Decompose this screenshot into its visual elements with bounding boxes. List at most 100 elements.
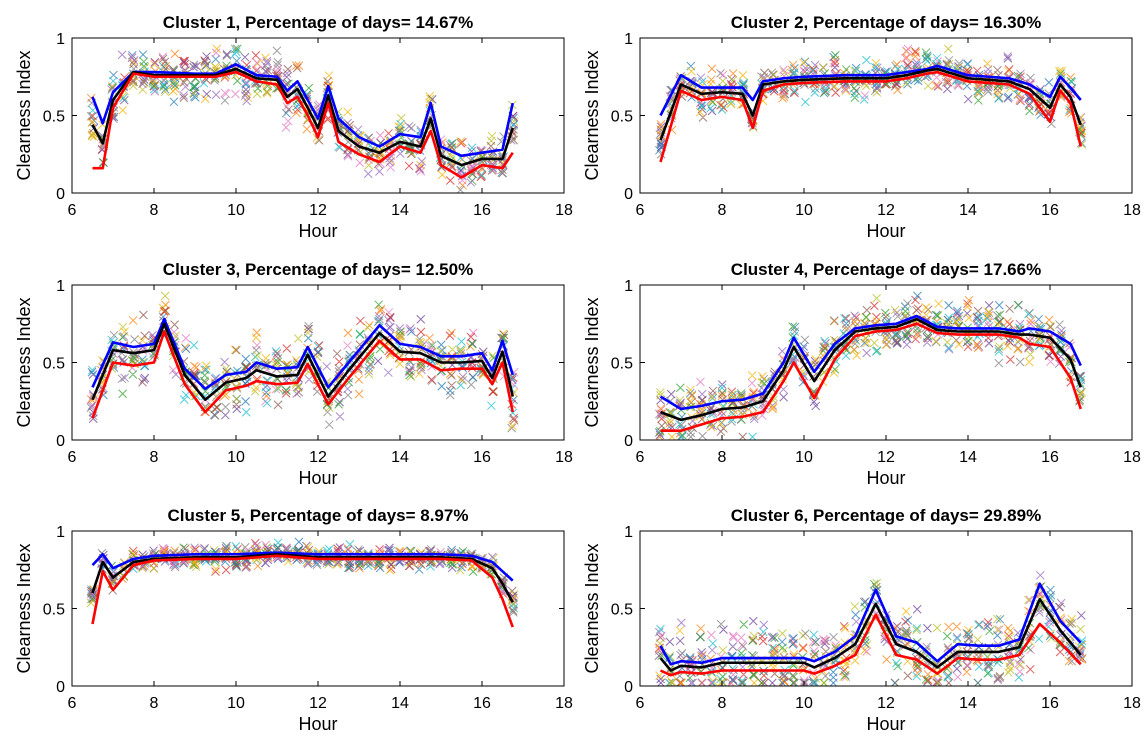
x-axis-label: Hour <box>866 468 905 488</box>
x-tick-label: 8 <box>150 202 159 219</box>
series-line-3 <box>660 322 1082 433</box>
x-axis-label: Hour <box>298 714 337 734</box>
series-line-2 <box>659 67 1082 141</box>
scatter-markers <box>86 537 519 617</box>
x-tick-label: 12 <box>309 449 327 466</box>
series-line-3 <box>659 70 1083 163</box>
plot-title: Cluster 2, Percentage of days= 16.30% <box>731 13 1041 32</box>
y-axis-label: Clearness Index <box>14 297 34 427</box>
x-tick-label: 16 <box>1041 449 1059 466</box>
x-tick-label: 14 <box>959 695 977 712</box>
y-tick-label: 0 <box>56 679 65 696</box>
series-line-1 <box>91 551 514 582</box>
scatter-marker-group <box>107 50 516 187</box>
series-line-1 <box>91 63 515 158</box>
series-line-3 <box>659 613 1082 677</box>
x-tick-label: 6 <box>636 202 645 219</box>
x-tick-label: 12 <box>309 695 327 712</box>
x-tick-label: 8 <box>718 695 727 712</box>
cluster-plot-5: Cluster 5, Percentage of days= 8.97%6 8 10… <box>14 506 573 734</box>
plot-title: Cluster 4, Percentage of days= 17.66% <box>731 260 1041 279</box>
x-tick-label: 8 <box>150 695 159 712</box>
plot-title: Cluster 3, Percentage of days= 12.50% <box>163 260 473 279</box>
x-tick-label: 14 <box>959 202 977 219</box>
scatter-markers <box>655 44 1087 159</box>
x-tick-label: 18 <box>1123 202 1141 219</box>
series-line-2 <box>659 597 1082 672</box>
x-tick-label: 18 <box>555 449 573 466</box>
y-tick-label: 0.5 <box>611 356 633 373</box>
x-tick-label: 10 <box>227 449 245 466</box>
x-tick-label: 8 <box>150 449 159 466</box>
y-tick-label: 1 <box>56 524 65 541</box>
x-tick-label: 6 <box>636 695 645 712</box>
x-tick-label: 18 <box>1123 695 1141 712</box>
scatter-marker-group <box>656 54 1086 152</box>
x-tick-label: 16 <box>1041 202 1059 219</box>
x-axis-label: Hour <box>866 714 905 734</box>
series-line-2 <box>660 317 1082 422</box>
plot-title: Cluster 6, Percentage of days= 29.89% <box>731 506 1041 525</box>
x-tick-label: 16 <box>473 695 491 712</box>
y-axis-label: Clearness Index <box>582 543 602 673</box>
x-tick-label: 16 <box>473 202 491 219</box>
scatter-marker-group <box>655 578 1085 686</box>
cluster-plot-6: Cluster 6, Percentage of days= 29.89% 6 8 1… <box>582 506 1141 734</box>
series-line-3 <box>91 330 515 419</box>
y-tick-label: 1 <box>56 278 65 295</box>
x-axis-label: Hour <box>866 221 905 241</box>
x-tick-label: 10 <box>227 202 245 219</box>
y-tick-label: 0.5 <box>611 109 633 126</box>
x-tick-label: 18 <box>555 695 573 712</box>
x-tick-label: 10 <box>795 695 813 712</box>
scatter-marker-group <box>88 538 518 601</box>
x-tick-label: 10 <box>795 202 813 219</box>
y-tick-label: 0 <box>624 433 633 450</box>
y-axis-label: Clearness Index <box>582 297 602 427</box>
y-axis-label: Clearness Index <box>582 50 602 180</box>
y-tick-label: 0 <box>56 433 65 450</box>
cluster-plot-2: Cluster 2, Percentage of days= 16.30% 6 8 1… <box>582 13 1141 241</box>
x-tick-label: 16 <box>473 449 491 466</box>
y-tick-label: 1 <box>624 524 633 541</box>
x-tick-label: 14 <box>959 449 977 466</box>
series-line-2 <box>91 552 514 603</box>
plot-title: Cluster 1, Percentage of days= 14.67% <box>163 13 473 32</box>
series-line-2 <box>91 322 515 402</box>
x-tick-label: 14 <box>391 202 409 219</box>
x-tick-label: 16 <box>1041 695 1059 712</box>
y-tick-label: 1 <box>624 31 633 48</box>
x-tick-label: 6 <box>636 449 645 466</box>
x-tick-label: 18 <box>555 202 573 219</box>
scatter-marker-group <box>89 303 518 431</box>
x-tick-label: 14 <box>391 449 409 466</box>
x-tick-label: 12 <box>877 695 895 712</box>
series-line-1 <box>659 314 1082 411</box>
series-line-2 <box>91 67 514 167</box>
x-axis-label: Hour <box>298 221 337 241</box>
x-tick-label: 10 <box>227 695 245 712</box>
x-tick-label: 8 <box>718 202 727 219</box>
x-tick-label: 12 <box>877 202 895 219</box>
x-tick-label: 8 <box>718 449 727 466</box>
x-tick-label: 6 <box>68 449 77 466</box>
y-tick-label: 1 <box>624 278 633 295</box>
cluster-plot-1: Cluster 1, Percentage of days= 14.67% 6 8 1… <box>14 13 573 241</box>
y-axis-label: Clearness Index <box>14 543 34 673</box>
y-tick-label: 0 <box>56 186 65 203</box>
plot-title: Cluster 5, Percentage of days= 8.97% <box>168 506 469 525</box>
y-tick-label: 0 <box>624 186 633 203</box>
series-line-3 <box>91 554 514 628</box>
y-axis-label: Clearness Index <box>14 50 34 180</box>
plot-frame <box>639 37 1133 194</box>
scatter-marker-group <box>97 291 509 413</box>
y-tick-label: 0.5 <box>43 356 65 373</box>
x-tick-label: 12 <box>309 202 327 219</box>
x-tick-label: 12 <box>877 449 895 466</box>
x-tick-label: 18 <box>1123 449 1141 466</box>
y-tick-label: 1 <box>56 31 65 48</box>
y-tick-label: 0.5 <box>43 109 65 126</box>
series-line-1 <box>659 64 1082 117</box>
series-line-1 <box>91 317 514 391</box>
x-tick-label: 14 <box>391 695 409 712</box>
